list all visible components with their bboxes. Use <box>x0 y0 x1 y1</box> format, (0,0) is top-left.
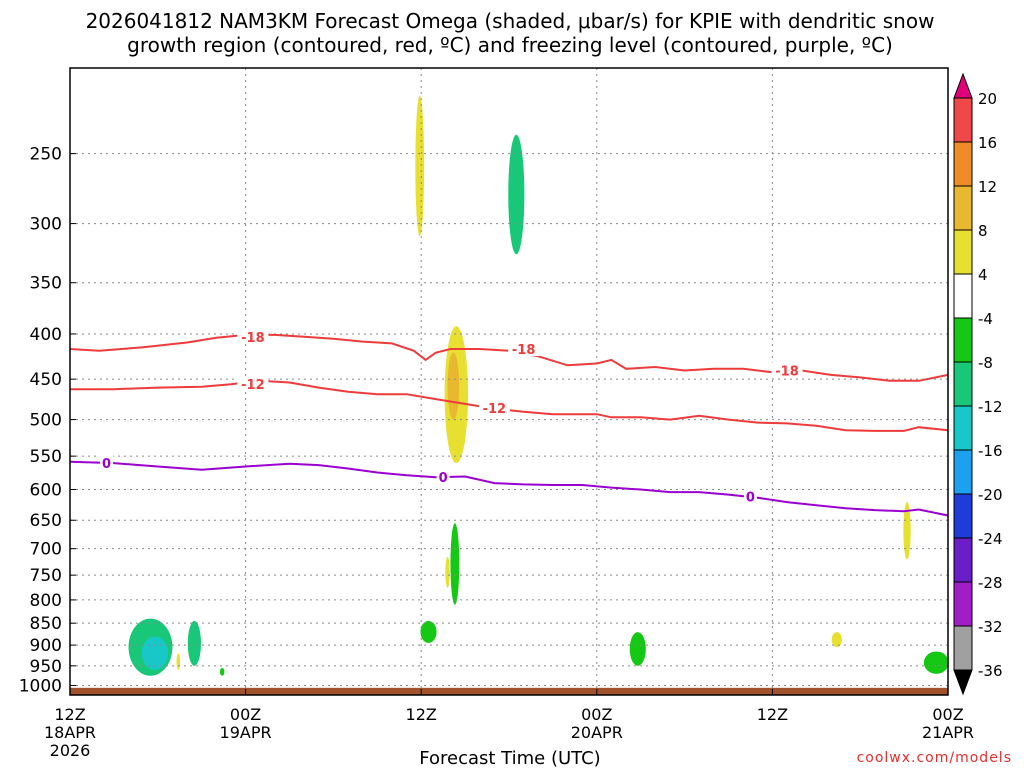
y-tick-label-500: 500 <box>30 411 62 431</box>
omega-cell-14 <box>903 502 911 560</box>
x-tick-label-0-1: 18APR <box>44 723 96 742</box>
colorbar-label-3: 8 <box>978 222 988 240</box>
colorbar-bottom-arrow <box>953 669 973 696</box>
y-tick-label-800: 800 <box>30 591 62 611</box>
chart-title-line2: growth region (contoured, red, ºC) and f… <box>127 33 893 57</box>
colorbar-label-12: -32 <box>978 618 1003 636</box>
credit-text: coolwx.com/models <box>857 750 1012 766</box>
y-tick-label-600: 600 <box>30 481 62 501</box>
colorbar: 20 16 12 8 4 -4 -8 -12 -16 -20 -24 -28 -32 -36 <box>953 72 1003 696</box>
omega-cell-4 <box>219 667 225 676</box>
colorbar-segment-8 <box>953 449 973 495</box>
y-tick-label-700: 700 <box>30 540 62 560</box>
colorbar-segment-9 <box>953 493 973 539</box>
colorbar-segment-7 <box>953 405 973 451</box>
omega-cell-11 <box>420 620 437 643</box>
colorbar-segment-12 <box>953 625 973 671</box>
colorbar-segment-1 <box>953 141 973 187</box>
colorbar-label-4: 4 <box>978 266 988 284</box>
x-tick-label-3-1: 20APR <box>571 723 623 742</box>
contour-label-0-0: -18 <box>241 331 265 346</box>
contour-label-bg-0-1 <box>508 341 540 357</box>
y-tick-label-850: 850 <box>30 614 62 634</box>
y-tick-label-900: 900 <box>30 636 62 656</box>
colorbar-segment-10 <box>953 537 973 583</box>
x-tick-label-1-0: 00Z <box>230 705 261 724</box>
contour-label-1-1: -12 <box>483 402 507 417</box>
plot-area: -18 -18 -18 -12 -12 0 0 0 <box>69 67 949 696</box>
x-tick-label-5-0: 00Z <box>932 705 963 724</box>
contour-label-2-1: 0 <box>439 471 448 486</box>
contour-label-bg-0-2 <box>771 362 803 378</box>
colorbar-segment-11 <box>953 581 973 627</box>
omega-cell-15 <box>923 651 949 674</box>
colorbar-label-7: -12 <box>978 398 1003 416</box>
colorbar-label-2: 12 <box>978 178 997 196</box>
omega-cell-2 <box>187 620 201 666</box>
colorbar-label-1: 16 <box>978 134 997 152</box>
contour-label-bg-2-2 <box>743 488 757 504</box>
y-tick-label-550: 550 <box>30 447 62 467</box>
y-tick-label-1000: 1000 <box>19 677 62 697</box>
colorbar-label-0: 20 <box>978 90 997 108</box>
contour-line-2 <box>69 460 949 517</box>
x-tick-label-0-2: 2026 <box>50 741 91 760</box>
colorbar-segment-5 <box>953 317 973 363</box>
colorbar-segment-6 <box>953 361 973 407</box>
x-tick-label-5-1: 21APR <box>922 723 974 742</box>
omega-cell-1 <box>141 636 169 670</box>
contour-label-bg-1-1 <box>478 399 510 415</box>
y-tick-label-250: 250 <box>30 145 62 165</box>
contour-label-bg-0-0 <box>237 328 269 344</box>
colorbar-segment-4 <box>953 273 973 319</box>
plot-frame <box>69 67 949 696</box>
contour-label-0-1: -18 <box>512 343 536 358</box>
y-tick-label-350: 350 <box>30 274 62 294</box>
colorbar-label-6: -8 <box>978 354 993 372</box>
chart-title-line1: 2026041812 NAM3KM Forecast Omega (shaded… <box>86 9 935 33</box>
x-tick-label-1-1: 19APR <box>220 723 272 742</box>
colorbar-label-13: -36 <box>978 662 1003 680</box>
colorbar-segment-0 <box>953 97 973 143</box>
contour-label-2-0: 0 <box>102 457 111 472</box>
omega-cell-10 <box>450 523 460 605</box>
y-tick-label-450: 450 <box>30 370 62 390</box>
colorbar-top-arrow <box>953 72 973 99</box>
omega-cell-8 <box>447 352 460 420</box>
contour-label-1-0: -12 <box>241 378 265 393</box>
ground-surface <box>70 687 948 695</box>
x-tick-label-0-0: 12Z <box>54 705 85 724</box>
colorbar-label-10: -24 <box>978 530 1003 548</box>
colorbar-label-11: -28 <box>978 574 1003 592</box>
omega-cell-9 <box>445 556 450 588</box>
y-tick-label-400: 400 <box>30 325 62 345</box>
contour-label-bg-2-0 <box>100 455 114 471</box>
contour-label-bg-1-0 <box>237 376 269 392</box>
omega-cell-13 <box>831 632 842 648</box>
y-tick-label-750: 750 <box>30 566 62 586</box>
colorbar-label-9: -20 <box>978 486 1003 504</box>
omega-cell-5 <box>415 95 425 237</box>
colorbar-label-8: -16 <box>978 442 1003 460</box>
colorbar-segment-3 <box>953 229 973 275</box>
contour-label-0-2: -18 <box>775 365 799 380</box>
colorbar-segment-2 <box>953 185 973 231</box>
x-tick-label-2-0: 12Z <box>406 705 437 724</box>
omega-cell-3 <box>176 653 181 670</box>
x-tick-label-4-0: 12Z <box>757 705 788 724</box>
omega-cell-12 <box>629 632 646 666</box>
y-tick-label-650: 650 <box>30 511 62 531</box>
contour-label-2-2: 0 <box>746 490 755 505</box>
y-tick-label-300: 300 <box>30 215 62 235</box>
y-tick-label-950: 950 <box>30 657 62 677</box>
colorbar-label-5: -4 <box>978 310 993 328</box>
contour-label-bg-2-1 <box>436 469 450 485</box>
x-tick-label-3-0: 00Z <box>581 705 612 724</box>
omega-cell-6 <box>508 134 525 255</box>
x-axis-label: Forecast Time (UTC) <box>419 748 600 768</box>
